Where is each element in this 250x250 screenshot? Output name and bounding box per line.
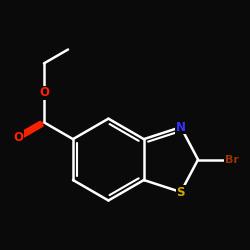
- Text: N: N: [176, 120, 186, 134]
- Text: S: S: [176, 186, 185, 198]
- Text: O: O: [39, 86, 49, 100]
- Text: O: O: [14, 130, 24, 143]
- Text: Br: Br: [225, 154, 238, 164]
